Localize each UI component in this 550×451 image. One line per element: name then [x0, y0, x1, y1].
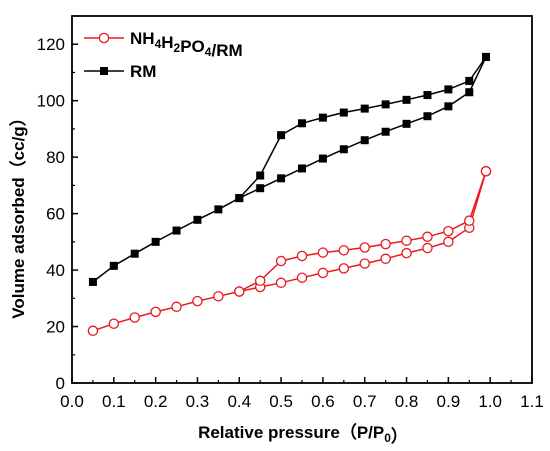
x-tick-label: 0.5	[269, 392, 293, 411]
data-point	[338, 245, 350, 256]
data-point	[296, 250, 308, 262]
data-point	[360, 104, 369, 113]
y-tick-label: 80	[46, 148, 65, 167]
data-point	[275, 255, 287, 267]
x-axis-label: Relative pressure（P/P0）	[198, 422, 408, 446]
legend-label: RM	[130, 62, 156, 81]
data-point	[151, 237, 160, 246]
x-tick-label: 0.9	[437, 392, 461, 411]
data-point	[444, 85, 453, 94]
data-point	[465, 76, 474, 85]
data-point	[339, 108, 348, 117]
series-rm	[88, 52, 490, 286]
data-point	[422, 242, 433, 254]
data-point	[338, 263, 350, 274]
data-point	[443, 225, 454, 237]
data-point	[482, 52, 490, 61]
data-point	[256, 184, 265, 193]
data-point	[277, 174, 286, 183]
x-axis-ticks: 0.0 0.1 0.2 0.3 0.4 0.5 0.6 0.7 0.8 0.9 1.0 1.1	[60, 377, 544, 411]
x-tick-label: 0.7	[353, 392, 377, 411]
desorption-line	[238, 56, 487, 199]
series-nh4h2po4-rm	[87, 166, 492, 337]
data-point	[172, 226, 181, 235]
data-point	[380, 238, 391, 250]
data-point	[402, 119, 411, 128]
x-tick-label: 0.1	[102, 392, 126, 411]
x-tick-label: 0.3	[186, 392, 210, 411]
data-point	[401, 235, 412, 246]
data-point	[339, 145, 348, 154]
legend: NH4H2PO4/RM RM	[84, 29, 243, 81]
data-point	[317, 267, 329, 279]
data-point	[381, 100, 390, 109]
data-point	[298, 164, 306, 173]
data-point	[214, 205, 223, 214]
data-point	[401, 247, 412, 259]
x-tick-label: 1.0	[478, 392, 502, 411]
data-point	[98, 32, 110, 44]
data-point	[87, 325, 99, 337]
data-point	[277, 131, 286, 140]
y-tick-label: 60	[46, 205, 65, 224]
y-tick-label: 100	[37, 92, 65, 111]
legend-item: RM	[84, 62, 156, 81]
data-point	[150, 306, 161, 318]
y-tick-label: 120	[37, 35, 65, 54]
data-point	[213, 291, 224, 302]
data-point	[318, 113, 327, 122]
data-point	[423, 91, 432, 100]
x-tick-label: 1.1	[520, 392, 544, 411]
data-point	[234, 286, 245, 297]
data-point	[296, 272, 308, 283]
x-tick-label: 0.2	[144, 392, 168, 411]
x-tick-label: 0.0	[60, 392, 84, 411]
data-point	[254, 275, 266, 287]
data-point	[359, 242, 370, 253]
y-tick-label: 40	[46, 261, 65, 280]
x-tick-label: 0.8	[395, 392, 419, 411]
data-point	[380, 253, 391, 265]
legend-item: NH4H2PO4/RM	[84, 29, 243, 60]
data-point	[443, 236, 454, 248]
data-point	[480, 166, 492, 177]
data-point	[360, 136, 369, 145]
data-point	[109, 261, 118, 270]
data-point	[235, 194, 244, 203]
data-point	[465, 88, 474, 97]
x-tick-label: 0.4	[227, 392, 251, 411]
data-point	[298, 119, 306, 128]
data-point	[256, 171, 265, 180]
data-point	[317, 247, 329, 258]
data-point	[402, 95, 411, 104]
data-point	[464, 215, 475, 226]
series-layer	[87, 52, 492, 337]
data-point	[171, 301, 182, 313]
data-point	[130, 249, 139, 258]
legend-label: NH4H2PO4/RM	[130, 29, 243, 60]
data-point	[129, 312, 140, 323]
data-point	[193, 215, 202, 224]
data-point	[275, 277, 287, 289]
data-point	[444, 102, 453, 111]
y-tick-label: 0	[56, 374, 65, 393]
data-point	[88, 277, 97, 286]
data-point	[423, 112, 432, 121]
data-point	[192, 295, 203, 307]
y-axis-ticks: 0 20 40 60 80 100 120	[37, 15, 78, 393]
x-tick-label: 0.6	[311, 392, 335, 411]
data-point	[359, 258, 370, 269]
data-point	[318, 154, 327, 163]
data-point	[381, 127, 390, 136]
data-point	[108, 318, 120, 329]
data-point	[422, 231, 433, 243]
data-point	[100, 67, 108, 75]
y-axis-label: Volume adsorbed（cc/g）	[8, 109, 28, 318]
y-tick-label: 20	[46, 318, 65, 337]
